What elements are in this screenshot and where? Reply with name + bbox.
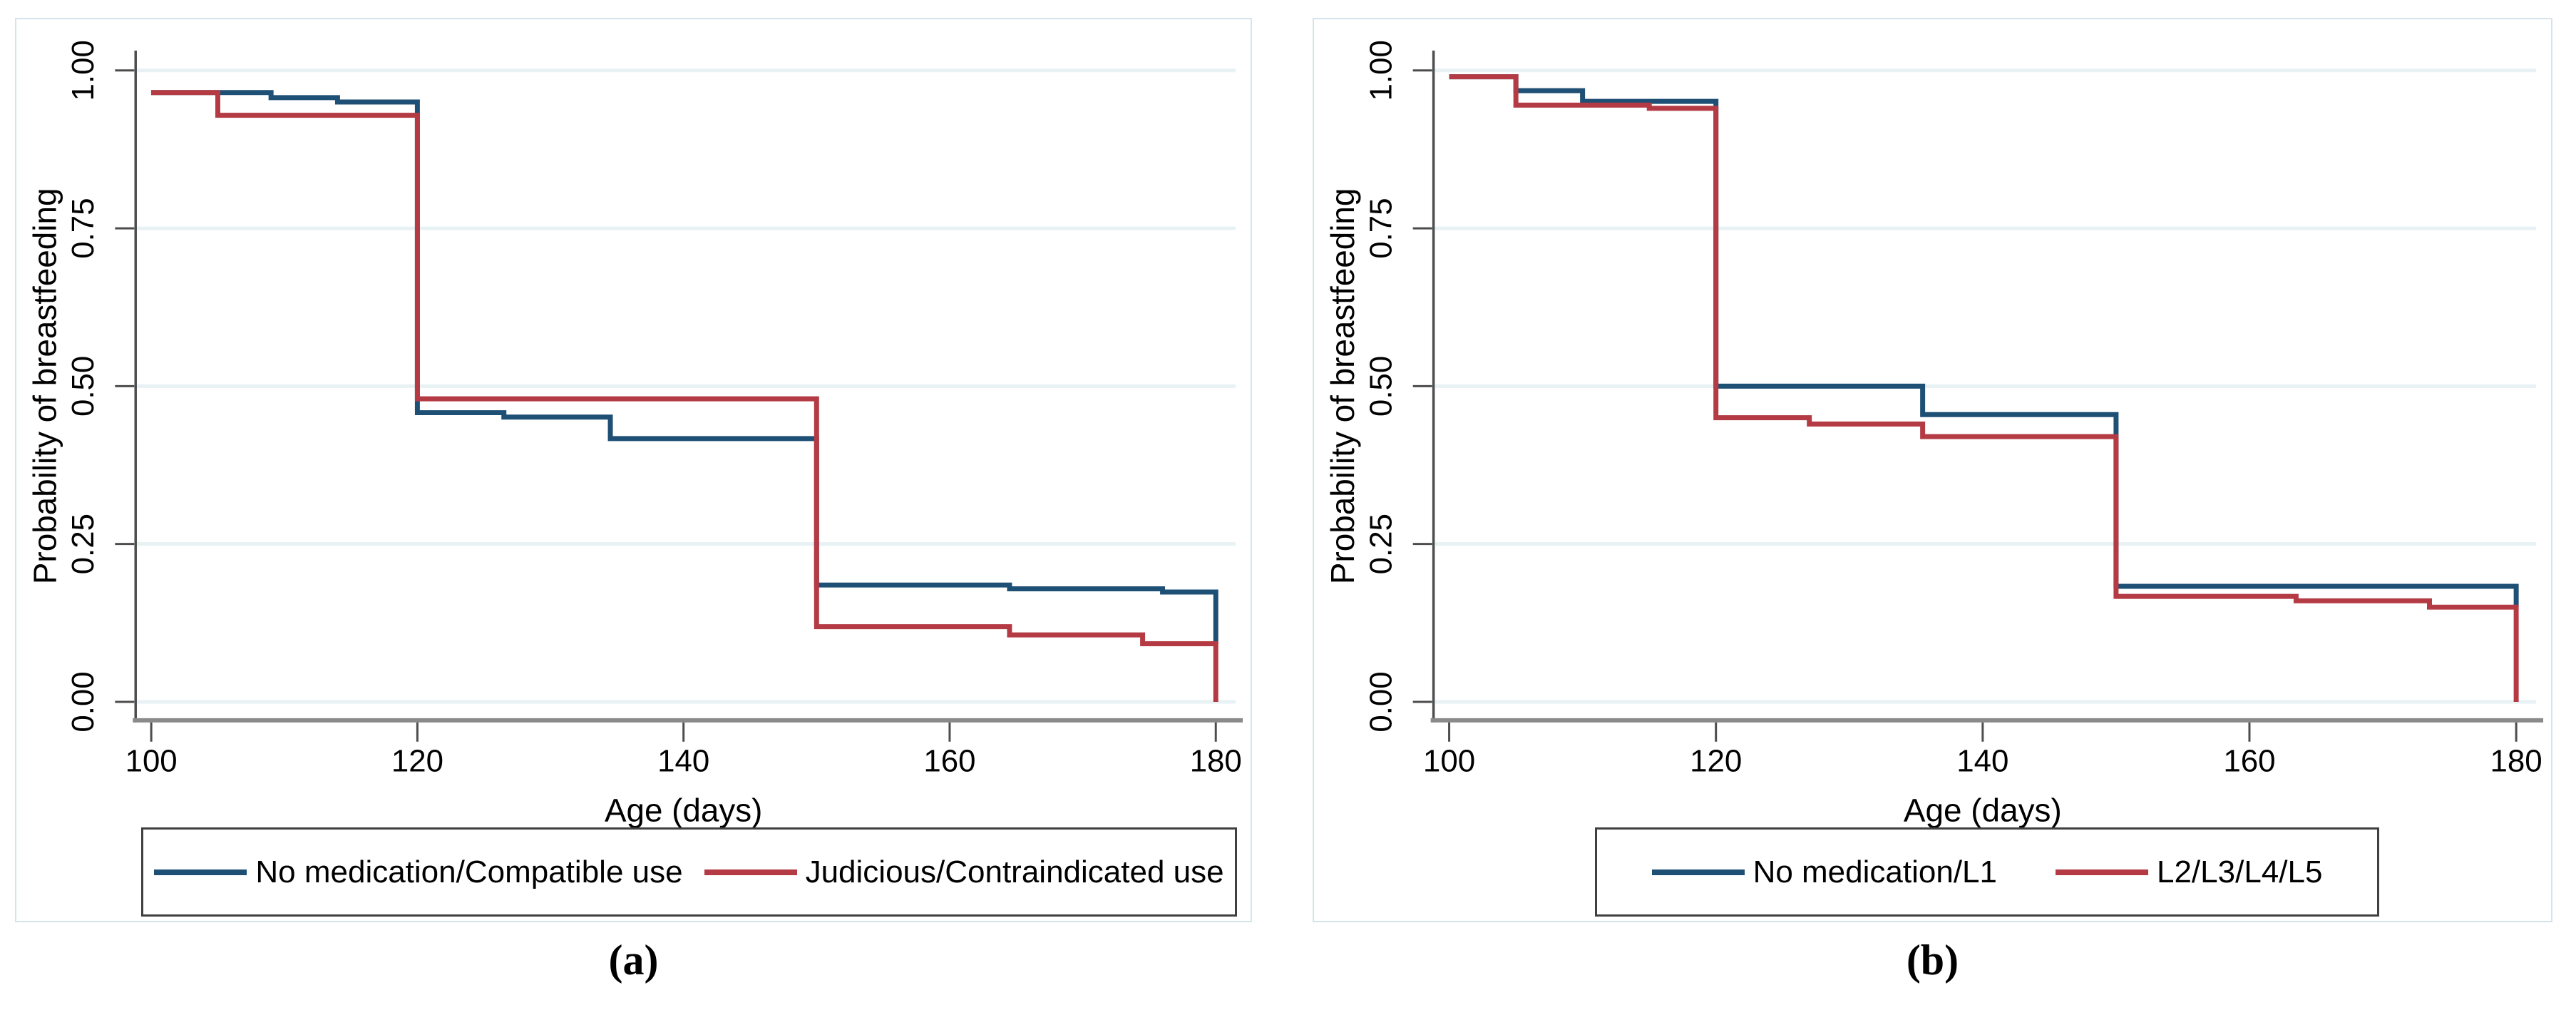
y-tick-label: 0.25 (66, 514, 101, 574)
x-tick-label: 120 (391, 744, 443, 779)
km-curve-red (1449, 74, 2519, 702)
legend-line-sample (704, 869, 797, 875)
x-axis-title: Age (days) (1904, 791, 2062, 828)
x-tick-label: 180 (1190, 744, 1242, 779)
km-curve-blue (1449, 74, 2519, 608)
x-tick-label: 160 (2223, 744, 2275, 779)
panel-b: 1.00 0.75 0.50 0.25 0.00 100 120 140 160 180 Age (… (1313, 18, 2552, 922)
y-tick-label: 0.25 (1363, 514, 1398, 574)
km-curve-red (151, 90, 1218, 702)
panel-a: 1.00 0.75 0.50 0.25 0.00 100 120 140 160 180 Age (… (15, 18, 1252, 922)
x-ticks: 100 120 140 160 180 (1423, 722, 2542, 779)
x-axis-title: Age (days) (605, 792, 762, 828)
panel-b-legend: No medication/L1 L2/L3/L4/L5 (1595, 827, 2379, 917)
legend-line-sample (1651, 869, 1745, 875)
km-curve-blue (151, 90, 1218, 644)
y-tick-label: 0.75 (66, 198, 101, 258)
legend-label: Judicious/Contraindicated use (805, 854, 1224, 889)
y-tick-label: 1.00 (1363, 40, 1398, 101)
legend-item: No medication/L1 (1651, 854, 1997, 890)
y-tick-label: 0.00 (66, 671, 101, 732)
km-chart-svg: 1.00 0.75 0.50 0.25 0.00 100 120 140 160 180 Age (… (26, 40, 1243, 828)
legend-item: L2/L3/L4/L5 (2055, 854, 2323, 890)
legend-label: No medication/Compatible use (255, 854, 683, 889)
panel-a-legend: No medication/Compatible use Judicious/C… (141, 827, 1237, 917)
legend-label: No medication/L1 (1753, 854, 1997, 889)
legend-line-sample (2055, 869, 2148, 875)
x-tick-label: 100 (125, 744, 178, 779)
panel-a-chart: 1.00 0.75 0.50 0.25 0.00 100 120 140 160 180 Age (… (16, 19, 1251, 921)
panel-b-chart: 1.00 0.75 0.50 0.25 0.00 100 120 140 160 180 Age (… (1314, 19, 2551, 921)
y-tick-label: 0.00 (1363, 671, 1398, 732)
panel-a-caption: (a) (608, 937, 659, 984)
y-tick-label: 0.50 (1363, 356, 1398, 417)
legend-label: L2/L3/L4/L5 (2156, 854, 2323, 889)
legend-item: No medication/Compatible use (154, 854, 683, 890)
x-tick-label: 160 (923, 744, 975, 779)
x-tick-label: 100 (1423, 744, 1475, 779)
gridlines (137, 68, 1236, 704)
legend-item: Judicious/Contraindicated use (704, 855, 1224, 890)
km-chart-svg: 1.00 0.75 0.50 0.25 0.00 100 120 140 160 180 Age (… (1324, 40, 2544, 828)
legend-line-sample (154, 869, 247, 875)
y-tick-label: 0.75 (1363, 198, 1398, 258)
x-tick-label: 120 (1690, 744, 1742, 779)
x-tick-label: 140 (1956, 744, 2008, 779)
y-tick-label: 1.00 (66, 40, 101, 101)
x-tick-label: 140 (657, 744, 709, 779)
x-ticks: 100 120 140 160 180 (125, 722, 1242, 779)
y-axis-title: Probability of breastfeeding (1324, 188, 1361, 585)
y-axis-title: Probability of breastfeeding (26, 188, 63, 585)
y-tick-label: 0.50 (66, 356, 101, 417)
y-ticks: 1.00 0.75 0.50 0.25 0.00 (66, 40, 135, 733)
gridlines (1435, 68, 2537, 704)
x-tick-label: 180 (2490, 744, 2542, 779)
y-ticks: 1.00 0.75 0.50 0.25 0.00 (1363, 40, 1432, 733)
panel-b-caption: (b) (1906, 937, 1959, 984)
